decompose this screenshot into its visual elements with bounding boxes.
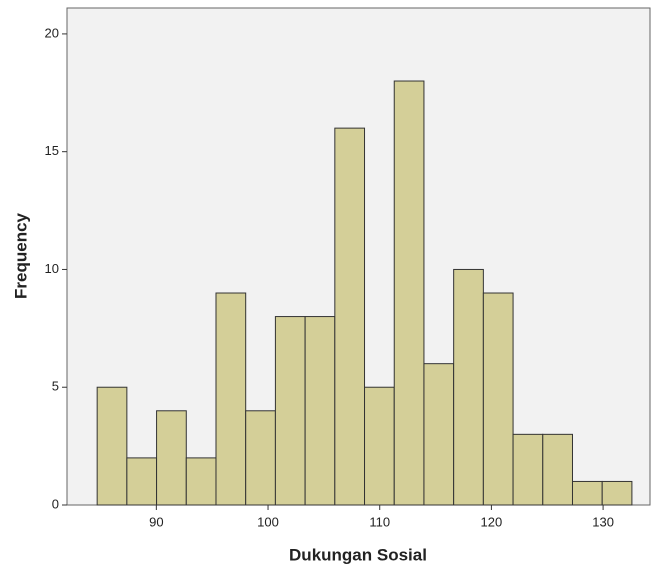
bar [126, 457, 158, 506]
y-tick-label: 5 [52, 379, 59, 394]
x-tick-label: 100 [257, 514, 279, 529]
bar [482, 292, 514, 506]
y-tick-label: 15 [45, 143, 59, 158]
bar [601, 480, 633, 506]
bar [453, 268, 484, 506]
x-tick-label: 110 [369, 514, 390, 529]
bar [364, 386, 395, 506]
bar [423, 363, 455, 506]
bar [245, 410, 276, 506]
x-axis-title: Dukungan Sosial [289, 545, 427, 564]
bar [393, 80, 425, 506]
y-tick-label: 10 [45, 261, 59, 276]
x-tick-label: 90 [149, 514, 163, 529]
bar [274, 316, 306, 506]
bar [215, 292, 247, 506]
y-axis-title: Frequency [11, 212, 30, 299]
bar [542, 433, 573, 506]
bar [512, 433, 544, 506]
y-tick-label: 0 [52, 496, 59, 511]
bar [304, 316, 336, 506]
x-tick-label: 130 [592, 514, 614, 529]
bar [156, 410, 187, 506]
y-tick-label: 20 [45, 25, 59, 40]
x-tick-label: 120 [481, 514, 503, 529]
bar [334, 127, 366, 506]
bar [96, 386, 128, 506]
bar [571, 480, 603, 506]
bar [185, 457, 217, 506]
